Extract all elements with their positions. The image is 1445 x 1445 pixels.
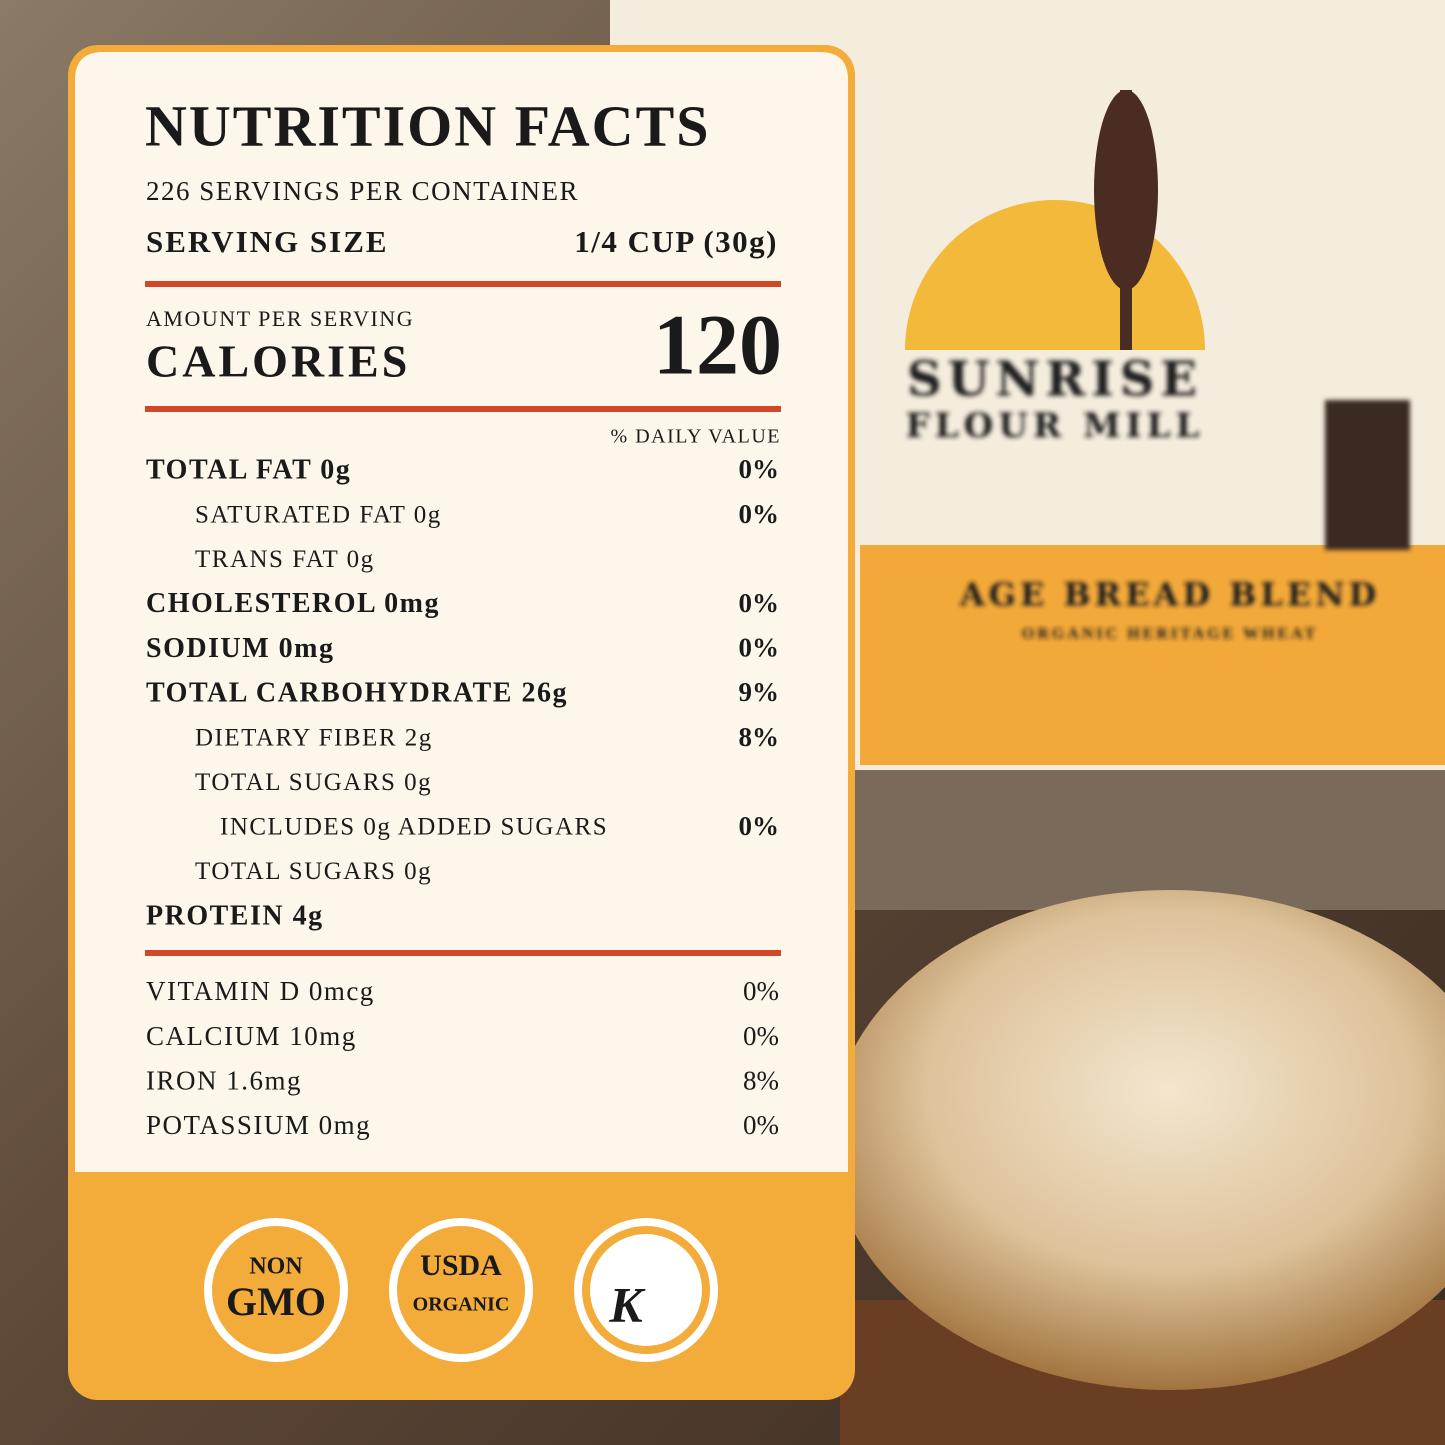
- daily-value: 8%: [739, 722, 780, 752]
- badge-ring: [574, 1218, 718, 1362]
- bag-blend: AGE BREAD BLEND: [959, 576, 1380, 614]
- vitamin-label: POTASSIUM 0mg: [146, 1110, 371, 1140]
- divider: [145, 950, 781, 956]
- bag-brand: SUNRISE: [907, 352, 1203, 408]
- daily-value-header: % DAILY VALUE: [611, 426, 781, 448]
- badge-text: K: [608, 1276, 646, 1332]
- servings: 226 SERVINGS PER CONTAINER: [146, 176, 579, 206]
- daily-value: 0%: [739, 499, 780, 529]
- calories-label: CALORIES: [146, 336, 410, 387]
- serving-size-label: SERVING SIZE: [146, 224, 389, 259]
- panel-title: NUTRITION FACTS: [145, 93, 711, 158]
- daily-value: 0%: [739, 633, 780, 663]
- badge-ring: [389, 1218, 533, 1362]
- nutrient-label: TOTAL SUGARS 0g: [195, 769, 432, 796]
- nutrient-label: DIETARY FIBER 2g: [195, 724, 433, 751]
- knife: [840, 770, 1445, 910]
- badge-text: ORGANIC: [413, 1294, 510, 1316]
- bag-wheat-head: [1094, 90, 1158, 290]
- nutrient-label: INCLUDES 0g ADDED SUGARS: [220, 814, 608, 841]
- daily-value: 9%: [739, 677, 780, 707]
- badge-text: NON: [249, 1254, 303, 1280]
- badge: K: [574, 1218, 718, 1362]
- amount-per-serving: AMOUNT PER SERVING: [146, 306, 414, 331]
- vitamin-label: VITAMIN D 0mcg: [146, 976, 375, 1006]
- vitamin-label: CALCIUM 10mg: [146, 1021, 357, 1051]
- serving-size-value: 1/4 CUP (30g): [574, 224, 778, 259]
- nutrient-label: TOTAL SUGARS 0g: [195, 858, 432, 885]
- bag-brand: FLOUR MILL: [906, 406, 1205, 446]
- divider: [145, 281, 781, 287]
- panel-body: [75, 52, 848, 1172]
- nutrient-label: CHOLESTEROL 0mg: [146, 588, 440, 619]
- daily-value: 0%: [743, 1110, 779, 1140]
- nutrient-label: TRANS FAT 0g: [195, 546, 375, 573]
- bag-subline: ORGANIC HERITAGE WHEAT: [1022, 626, 1318, 643]
- bread: [830, 890, 1445, 1390]
- nutrient-label: SODIUM 0mg: [146, 633, 334, 664]
- badge-text: GMO: [226, 1279, 326, 1324]
- nutrient-label: TOTAL CARBOHYDRATE 26g: [146, 677, 568, 708]
- daily-value: 0%: [739, 454, 780, 484]
- bag-badge: [1325, 400, 1410, 550]
- vitamin-label: IRON 1.6mg: [146, 1065, 302, 1095]
- nutrient-label: TOTAL FAT 0g: [146, 454, 351, 485]
- nutrient-label: PROTEIN 4g: [146, 900, 324, 931]
- calories-value: 120: [653, 297, 782, 393]
- daily-value: 0%: [739, 811, 780, 841]
- daily-value: 8%: [743, 1065, 779, 1095]
- bag-text: SUNRISE FLOUR MILL AGE BREAD BLEND ORGAN…: [906, 352, 1380, 643]
- badge: USDA ORGANIC: [389, 1218, 533, 1362]
- daily-value: 0%: [743, 1021, 779, 1051]
- bag-band: [860, 545, 1445, 765]
- divider: [145, 406, 781, 412]
- badge-ring: [204, 1218, 348, 1362]
- daily-value: 0%: [739, 588, 780, 618]
- daily-value: 0%: [743, 976, 779, 1006]
- badge-globe: [590, 1234, 702, 1346]
- nutrient-label: SATURATED FAT 0g: [195, 501, 442, 528]
- badge-text: USDA: [420, 1249, 502, 1282]
